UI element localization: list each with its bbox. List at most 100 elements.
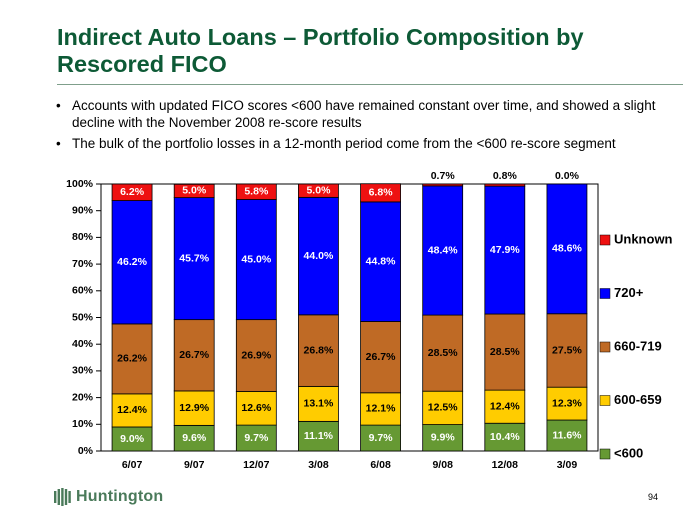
data-label: 48.6% <box>552 243 582 255</box>
y-tick-label: 0% <box>78 445 94 457</box>
bar-segment <box>360 321 401 394</box>
data-label: 11.6% <box>552 429 582 441</box>
bar-segment <box>111 393 153 428</box>
data-label: 46.2% <box>117 256 147 268</box>
x-tick-label: 12/08 <box>492 459 518 471</box>
data-label: 0.0% <box>555 170 580 182</box>
bar-segment <box>360 392 401 426</box>
bar-segment <box>111 323 153 395</box>
data-label: 28.5% <box>428 347 458 359</box>
page-title: Indirect Auto Loans – Portfolio Composit… <box>57 24 584 77</box>
bar-segment <box>173 390 215 426</box>
data-label: 12.3% <box>552 397 582 409</box>
title-divider <box>57 84 683 85</box>
data-label: 13.1% <box>304 398 334 410</box>
data-label: 0.8% <box>493 170 518 182</box>
data-label: 11.1% <box>304 430 334 442</box>
bar-segment <box>298 183 339 198</box>
bar-segment <box>298 420 339 452</box>
y-tick-label: 80% <box>72 231 94 243</box>
y-tick-label: 30% <box>72 365 94 377</box>
x-tick-label: 3/09 <box>557 459 578 471</box>
x-tick-label: 12/07 <box>243 459 269 471</box>
bullet-icon: • <box>56 98 61 113</box>
data-label: 47.9% <box>490 244 520 256</box>
data-label: 26.9% <box>241 349 271 361</box>
bar-segment <box>111 426 153 452</box>
data-label: 44.0% <box>304 250 334 262</box>
logo-wordmark: Huntington <box>76 488 164 505</box>
bar-segment <box>546 183 588 315</box>
y-tick-label: 100% <box>66 178 94 190</box>
y-tick-label: 20% <box>72 391 94 403</box>
bullet-text: The bulk of the portfolio losses in a 12… <box>72 136 616 151</box>
page-number: 94 <box>648 492 659 502</box>
legend-label: 720+ <box>614 285 644 300</box>
data-label: 48.4% <box>428 244 458 256</box>
bullet-list: • Accounts with updated FICO scores <600… <box>56 97 676 156</box>
data-label: 12.1% <box>366 403 396 415</box>
y-tick-label: 70% <box>72 258 94 270</box>
bullet-item: • Accounts with updated FICO scores <600… <box>56 97 676 131</box>
bullet-icon: • <box>56 136 61 151</box>
x-tick-label: 6/07 <box>122 459 143 471</box>
bar-segment <box>111 200 153 325</box>
y-tick-label: 90% <box>72 204 94 216</box>
data-label: 12.4% <box>490 400 520 412</box>
y-tick-label: 10% <box>72 418 94 430</box>
bar-segment <box>422 183 464 187</box>
data-label: 5.8% <box>244 186 269 198</box>
huntington-logo-icon <box>54 488 71 506</box>
bar-segment <box>235 183 277 200</box>
bar-segment <box>484 185 526 315</box>
data-label: 44.8% <box>366 255 396 267</box>
legend-swatch <box>599 395 611 406</box>
legend-swatch <box>599 341 611 353</box>
bar-segment <box>173 424 215 452</box>
bar-segment <box>484 389 526 424</box>
legend-label: 660-719 <box>614 338 662 353</box>
bar-segment <box>484 183 526 187</box>
bar-segment <box>546 386 588 421</box>
legend-label: Unknown <box>614 231 673 246</box>
data-label: 9.7% <box>244 432 269 444</box>
data-label: 9.0% <box>120 433 145 445</box>
bar-segment <box>173 197 215 321</box>
data-label: 9.6% <box>182 432 207 444</box>
data-label: 12.9% <box>179 402 209 414</box>
x-tick-label: 3/08 <box>308 459 329 471</box>
data-label: 26.7% <box>366 351 396 363</box>
data-label: 0.7% <box>431 170 456 182</box>
legend-swatch <box>599 448 611 460</box>
data-label: 12.4% <box>117 404 147 416</box>
bullet-text: Accounts with updated FICO scores <600 h… <box>72 98 656 130</box>
y-tick-label: 50% <box>72 311 94 323</box>
huntington-logo: Huntington <box>54 488 163 506</box>
data-label: 6.8% <box>369 187 394 199</box>
data-label: 45.0% <box>241 253 271 265</box>
legend-swatch <box>599 288 611 299</box>
bar-segment <box>111 183 153 201</box>
data-label: 26.7% <box>179 349 209 361</box>
bar-segment <box>422 424 464 452</box>
data-label: 27.5% <box>552 344 582 356</box>
data-label: 26.2% <box>117 353 147 365</box>
x-tick-label: 9/08 <box>432 459 453 471</box>
data-label: 45.7% <box>179 252 209 264</box>
legend-label: 600-659 <box>614 392 662 407</box>
bar-segment <box>235 319 277 392</box>
x-tick-label: 9/07 <box>184 459 205 471</box>
bar-segment <box>235 391 277 426</box>
bar-segment <box>422 185 464 316</box>
legend-swatch <box>599 234 611 246</box>
data-label: 9.9% <box>431 432 456 444</box>
bar-segment <box>173 183 215 199</box>
data-label: 5.0% <box>182 185 207 197</box>
bar-segment <box>298 314 339 387</box>
data-label: 10.4% <box>490 431 520 443</box>
legend-label: <600 <box>614 445 643 460</box>
bar-segment <box>173 319 215 392</box>
y-tick-label: 40% <box>72 338 94 350</box>
bar-segment <box>235 424 277 452</box>
